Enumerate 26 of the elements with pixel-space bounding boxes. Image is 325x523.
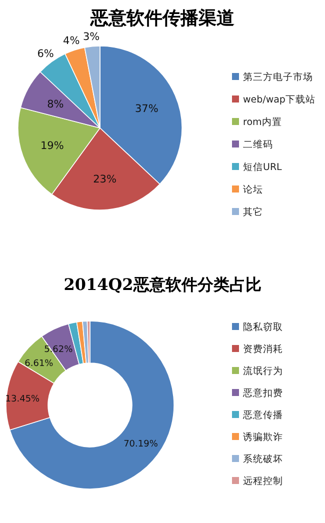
chart-title: 恶意软件传播渠道 xyxy=(90,8,234,29)
legend-label: web/wap下载站 xyxy=(243,94,316,106)
data-label: 6% xyxy=(37,48,54,60)
legend-label: 系统破坏 xyxy=(243,453,283,465)
data-label: 6.61% xyxy=(24,359,54,370)
data-label: 4% xyxy=(63,34,80,47)
legend-label: 恶意扣费 xyxy=(242,387,283,399)
legend-label: 资费消耗 xyxy=(243,343,283,355)
data-label: 19% xyxy=(40,140,64,152)
legend-label: 第三方电子市场 xyxy=(243,71,313,83)
legend-label: 短信URL xyxy=(243,161,283,173)
data-label: 23% xyxy=(93,174,116,186)
legend-label: 隐私窃取 xyxy=(243,321,283,333)
legend-label: 远程控制 xyxy=(243,475,283,487)
data-label: 3% xyxy=(82,30,100,43)
legend-label: 诱骗欺诈 xyxy=(243,431,283,443)
legend-label: 二维码 xyxy=(243,138,273,150)
data-label: 37% xyxy=(134,102,158,115)
legend-label: 其它 xyxy=(243,206,263,218)
chart-title: 2014Q2恶意软件分类占比 xyxy=(64,275,262,294)
legend-label: 论坛 xyxy=(243,184,263,196)
data-label: 70.19% xyxy=(124,439,158,450)
legend-label: rom内置 xyxy=(243,116,282,128)
data-label: 8% xyxy=(47,98,64,111)
legend-label: 流氓行为 xyxy=(243,365,283,377)
legend-label: 恶意传播 xyxy=(242,409,283,421)
